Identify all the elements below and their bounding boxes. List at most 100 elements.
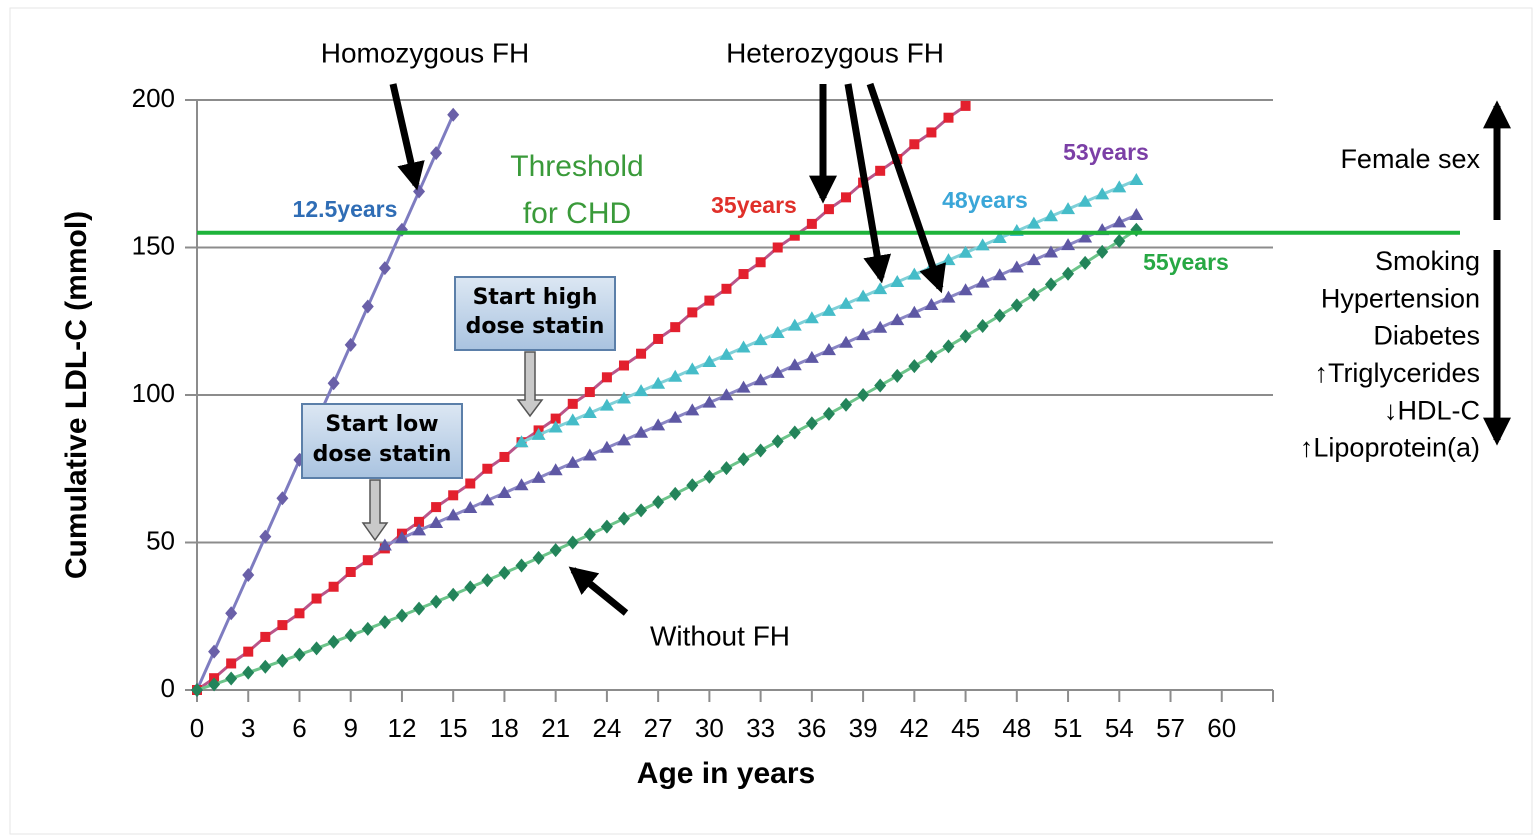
- data-point: [1061, 202, 1076, 215]
- data-point: [447, 587, 460, 602]
- x-tick-label: 30: [695, 713, 724, 743]
- data-point: [243, 646, 254, 657]
- data-point: [702, 354, 717, 367]
- data-point: [618, 360, 629, 371]
- data-point: [959, 329, 972, 344]
- data-point: [1009, 260, 1024, 273]
- data-point: [548, 420, 563, 433]
- data-point: [652, 495, 665, 510]
- data-point: [821, 303, 836, 316]
- data-point: [361, 621, 374, 636]
- y-tick-label: 150: [132, 230, 175, 260]
- data-point: [635, 503, 648, 518]
- risk-factor: ↑Triglycerides: [1314, 358, 1480, 388]
- data-point: [566, 535, 579, 550]
- risk-factor: ↑Lipoprotein(a): [1300, 433, 1480, 463]
- data-point: [327, 376, 340, 391]
- data-point: [770, 326, 785, 339]
- data-point: [686, 478, 699, 493]
- data-point: [1062, 266, 1075, 281]
- data-point: [191, 683, 203, 697]
- data-point: [616, 433, 631, 446]
- data-point: [225, 671, 238, 686]
- data-point: [1043, 209, 1058, 222]
- x-tick-label: 9: [343, 713, 357, 743]
- data-point: [1095, 187, 1110, 200]
- data-point: [721, 283, 732, 294]
- data-point: [311, 593, 322, 604]
- data-point: [907, 305, 922, 318]
- data-point: [891, 368, 904, 383]
- arrow: [844, 83, 892, 284]
- data-point: [856, 328, 871, 341]
- data-point: [447, 107, 460, 122]
- data-point: [738, 269, 749, 280]
- data-point: [1112, 180, 1127, 193]
- data-point: [429, 516, 444, 529]
- x-tick-label: 45: [951, 713, 980, 743]
- years-label: 53years: [1063, 139, 1149, 165]
- data-point: [960, 100, 971, 111]
- data-point: [465, 478, 476, 489]
- data-point: [926, 127, 937, 138]
- data-point: [841, 192, 852, 203]
- data-point: [907, 267, 922, 280]
- data-point: [839, 335, 854, 348]
- data-point: [600, 519, 613, 534]
- data-point: [583, 527, 596, 542]
- data-point: [634, 425, 649, 438]
- data-point: [531, 427, 546, 440]
- data-point: [806, 218, 817, 229]
- data-point: [463, 500, 478, 513]
- female-label: Female sex: [1340, 144, 1480, 174]
- without-label: Without FH: [650, 620, 790, 651]
- x-tick-label: 6: [292, 713, 306, 743]
- data-point: [414, 516, 425, 527]
- years-label: 48years: [942, 187, 1028, 213]
- data-point: [669, 486, 682, 501]
- years-label: 12.5years: [293, 196, 398, 222]
- data-point: [941, 290, 956, 303]
- data-point: [909, 139, 920, 150]
- data-point: [430, 594, 443, 609]
- data-point: [481, 573, 494, 588]
- data-point: [1010, 298, 1023, 313]
- data-point: [753, 373, 768, 386]
- x-tick-label: 15: [439, 713, 468, 743]
- data-point: [925, 349, 938, 364]
- data-point: [719, 388, 734, 401]
- data-point: [226, 658, 237, 669]
- data-point: [362, 555, 373, 566]
- plot: [191, 100, 1460, 697]
- data-point: [958, 283, 973, 296]
- data-point: [1044, 277, 1057, 292]
- data-point: [873, 320, 888, 333]
- data-point: [482, 463, 493, 474]
- x-tick-label: 18: [490, 713, 519, 743]
- x-tick-label: 36: [797, 713, 826, 743]
- data-point: [804, 311, 819, 324]
- data-point: [260, 631, 271, 642]
- data-point: [208, 644, 221, 659]
- data-point: [823, 204, 834, 215]
- data-point: [942, 339, 955, 354]
- data-point: [378, 261, 391, 276]
- data-point: [668, 410, 683, 423]
- data-point: [975, 238, 990, 251]
- data-point: [446, 508, 461, 521]
- data-point: [412, 523, 427, 536]
- low-dose-arrow: [361, 479, 389, 542]
- x-tick-label: 12: [387, 713, 416, 743]
- data-point: [1061, 238, 1076, 251]
- heterozygous-label: Heterozygous FH: [726, 37, 944, 68]
- high-dose-label: Start high: [473, 285, 598, 310]
- data-point: [804, 350, 819, 363]
- data-point: [259, 529, 272, 544]
- x-tick-label: 24: [592, 713, 621, 743]
- y-tick-label: 200: [132, 83, 175, 113]
- data-point: [737, 452, 750, 467]
- data-point: [259, 659, 272, 674]
- data-point: [208, 677, 221, 692]
- data-point: [601, 372, 612, 383]
